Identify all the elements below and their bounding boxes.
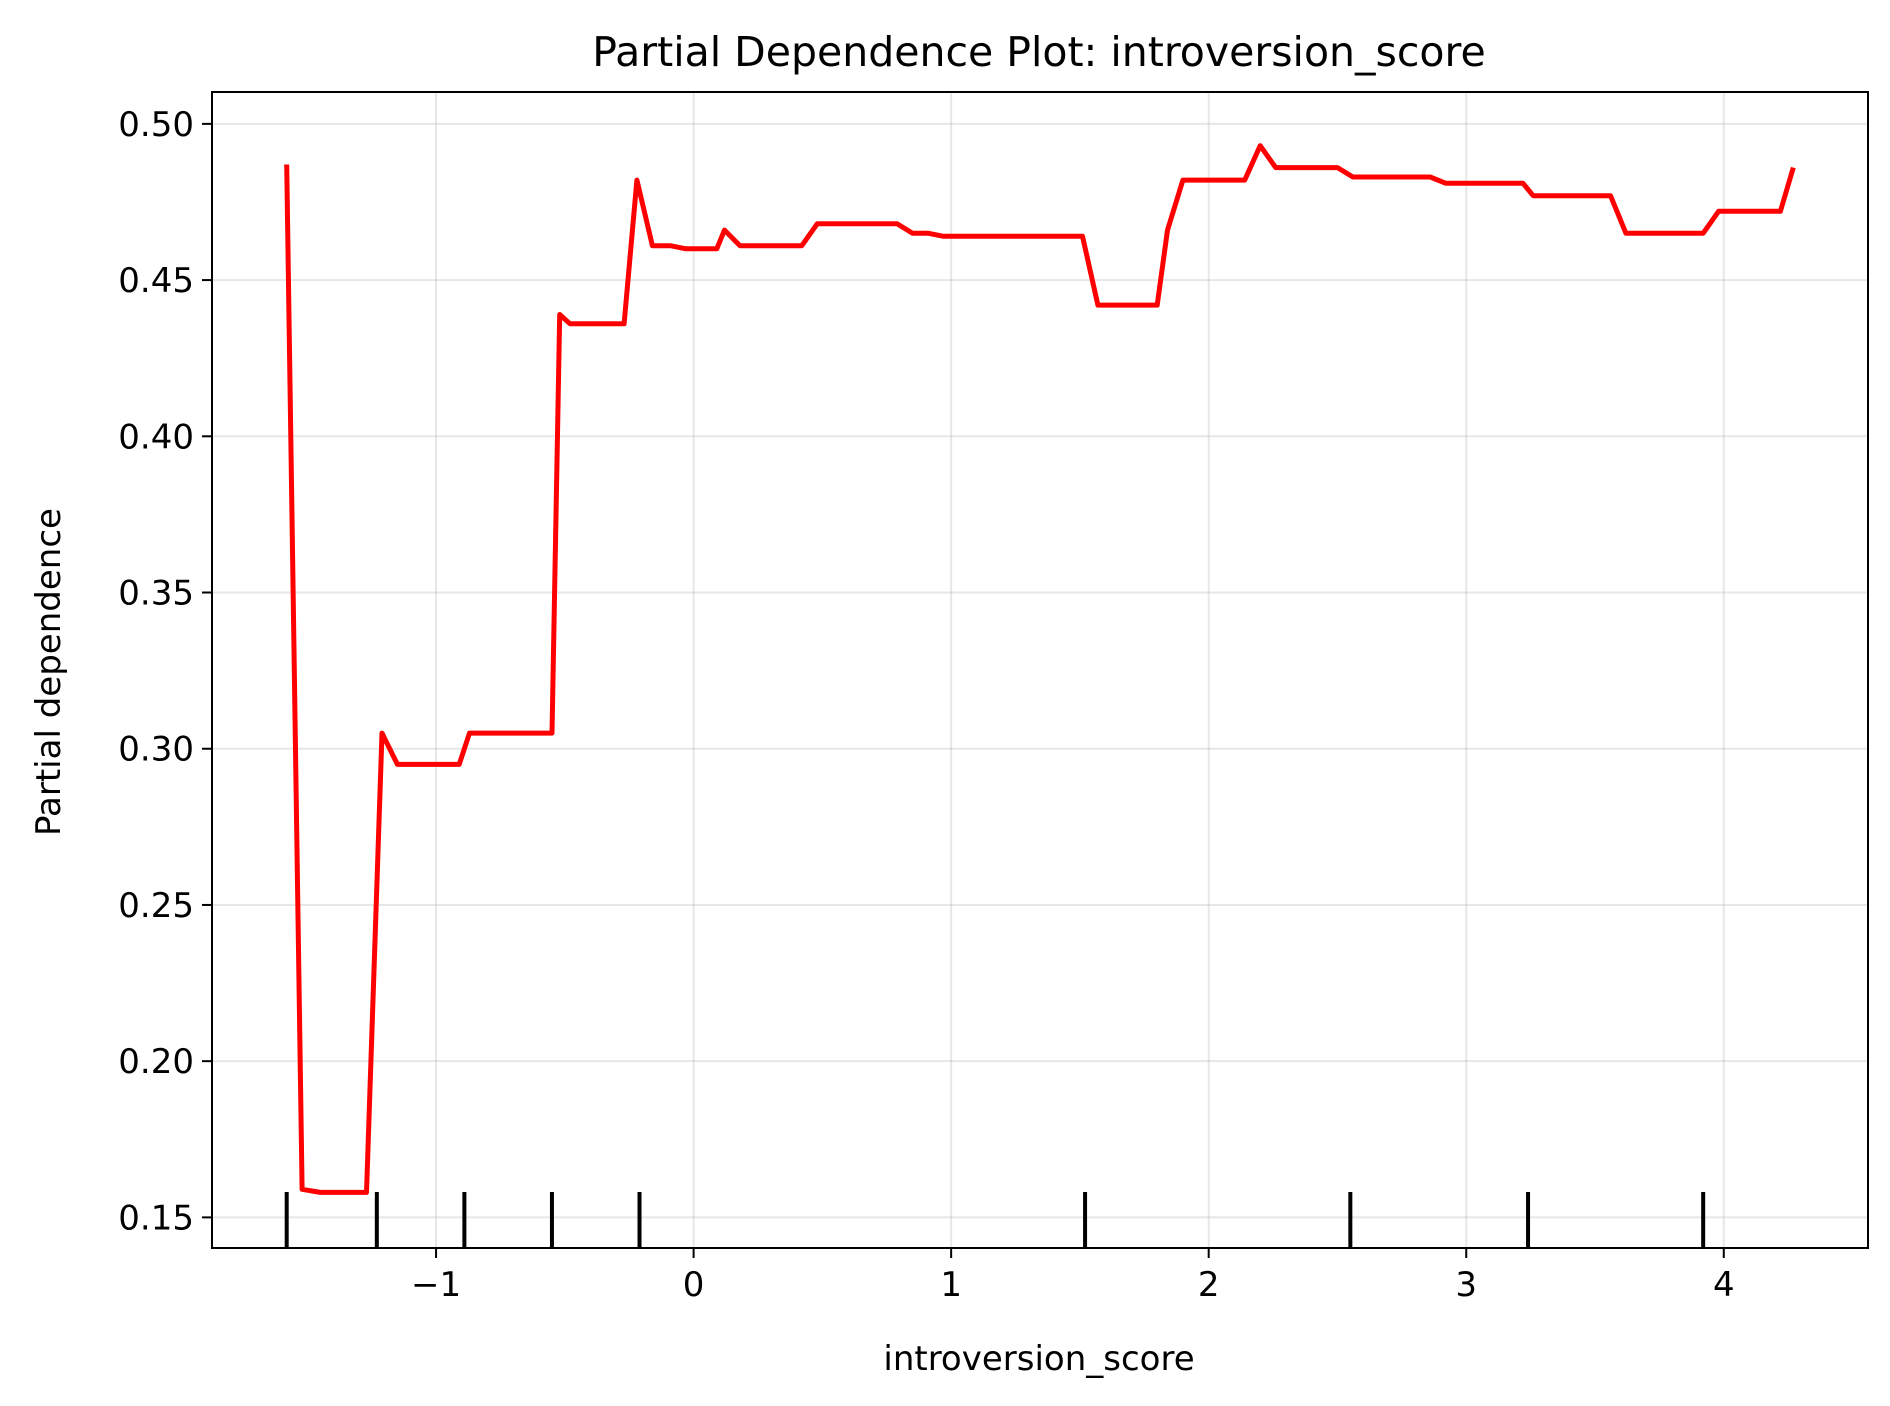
x-tick-label: 0 bbox=[683, 1265, 705, 1305]
series-group bbox=[284, 143, 1796, 1195]
x-tick-label: 3 bbox=[1455, 1265, 1477, 1305]
y-tick-label: 0.35 bbox=[118, 574, 194, 614]
y-axis-label: Partial dependence bbox=[29, 508, 69, 836]
x-axis-ticks: −1 0 1 2 3 4 bbox=[411, 1248, 1735, 1305]
plot-frame bbox=[211, 91, 1869, 1249]
grid-lines bbox=[212, 92, 1868, 1248]
x-axis-label: introversion_score bbox=[883, 1339, 1194, 1379]
y-tick-label: 0.25 bbox=[118, 886, 194, 926]
y-tick-label: 0.50 bbox=[118, 105, 194, 145]
x-tick-label: −1 bbox=[411, 1265, 461, 1305]
y-tick-label: 0.30 bbox=[118, 730, 194, 770]
y-tick-label: 0.45 bbox=[118, 261, 194, 301]
partial-dependence-line bbox=[284, 143, 1796, 1195]
x-tick-label: 1 bbox=[940, 1265, 962, 1305]
y-axis-ticks: 0.15 0.20 0.25 0.30 0.35 0.40 0.45 0.50 bbox=[118, 105, 212, 1238]
y-tick-label: 0.40 bbox=[118, 417, 194, 457]
y-tick-label: 0.20 bbox=[118, 1042, 194, 1082]
decile-rug bbox=[284, 1192, 1706, 1248]
y-tick-label: 0.15 bbox=[118, 1198, 194, 1238]
x-tick-label: 2 bbox=[1198, 1265, 1220, 1305]
x-tick-label: 4 bbox=[1713, 1265, 1735, 1305]
chart-title: Partial Dependence Plot: introversion_sc… bbox=[592, 28, 1485, 76]
